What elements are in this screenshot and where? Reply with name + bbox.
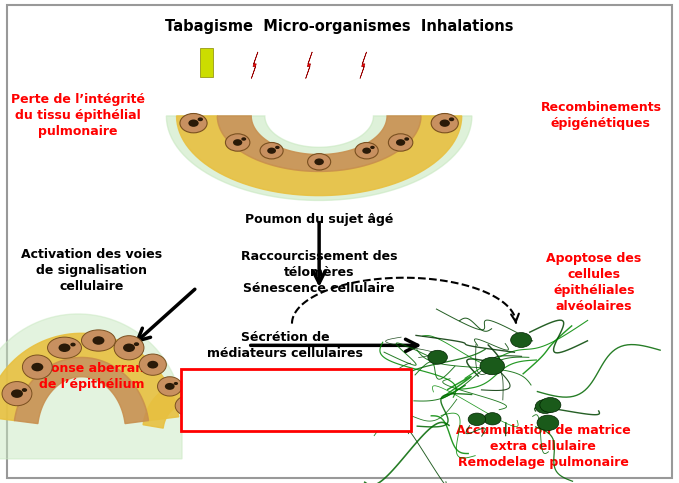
Circle shape <box>165 383 175 390</box>
Circle shape <box>174 382 178 385</box>
FancyBboxPatch shape <box>181 369 411 431</box>
Circle shape <box>92 336 105 345</box>
Ellipse shape <box>81 330 115 351</box>
Text: Sécrétion de
médiateurs cellulaires: Sécrétion de médiateurs cellulaires <box>207 331 363 360</box>
Circle shape <box>188 119 199 127</box>
Circle shape <box>308 154 331 170</box>
Circle shape <box>175 395 205 416</box>
Circle shape <box>511 333 532 347</box>
Circle shape <box>241 137 246 141</box>
Circle shape <box>268 148 276 154</box>
Text: Activation des voies
de signalisation
cellulaire: Activation des voies de signalisation ce… <box>21 248 162 293</box>
Circle shape <box>404 137 409 141</box>
Circle shape <box>355 142 378 159</box>
Circle shape <box>11 389 23 398</box>
Circle shape <box>123 343 135 352</box>
Ellipse shape <box>48 337 81 358</box>
Circle shape <box>134 342 139 346</box>
Circle shape <box>480 357 504 375</box>
Circle shape <box>540 398 561 412</box>
Circle shape <box>233 139 242 146</box>
Text: Réponse aberrante
de l’épithélium: Réponse aberrante de l’épithélium <box>24 362 159 391</box>
Circle shape <box>439 119 450 127</box>
Text: Perte de l’intégrité
du tissu épithélial
pulmonaire: Perte de l’intégrité du tissu épithélial… <box>11 93 145 139</box>
Circle shape <box>314 158 324 165</box>
Circle shape <box>396 139 405 146</box>
Circle shape <box>180 114 207 133</box>
Polygon shape <box>360 52 367 78</box>
Circle shape <box>388 134 413 151</box>
Polygon shape <box>306 52 312 78</box>
Circle shape <box>198 117 203 121</box>
Ellipse shape <box>158 377 182 396</box>
Ellipse shape <box>114 336 144 360</box>
FancyBboxPatch shape <box>200 48 213 77</box>
Ellipse shape <box>2 382 32 406</box>
Polygon shape <box>0 333 179 421</box>
Circle shape <box>147 361 158 369</box>
Circle shape <box>184 401 196 410</box>
Circle shape <box>535 399 555 413</box>
Ellipse shape <box>22 355 52 379</box>
Text: Raccourcissement des
télomères
Sénescence cellulaire: Raccourcissement des télomères Sénescenc… <box>241 250 397 296</box>
Circle shape <box>363 148 371 154</box>
Polygon shape <box>217 116 421 171</box>
Text: Poumon du sujet âgé: Poumon du sujet âgé <box>245 213 393 226</box>
Circle shape <box>428 350 447 364</box>
Circle shape <box>370 146 375 149</box>
Circle shape <box>468 413 485 426</box>
Ellipse shape <box>139 354 166 375</box>
Circle shape <box>484 412 501 425</box>
Polygon shape <box>143 384 223 428</box>
Text: Recombinements
épigénétiques: Recombinements épigénétiques <box>540 101 661 130</box>
Circle shape <box>537 415 559 431</box>
Text: Migration, prolifération,
activation des fibroblastes: Migration, prolifération, activation des… <box>202 384 389 413</box>
Text: Accumulation de matrice
extra cellulaire
Remodelage pulmonaire: Accumulation de matrice extra cellulaire… <box>456 424 631 469</box>
Circle shape <box>71 342 75 346</box>
Polygon shape <box>251 52 258 78</box>
Circle shape <box>31 363 43 371</box>
Circle shape <box>275 146 280 149</box>
Text: Tabagisme  Micro-organismes  Inhalations: Tabagisme Micro-organismes Inhalations <box>165 19 514 34</box>
Polygon shape <box>14 357 149 424</box>
Circle shape <box>431 114 458 133</box>
Circle shape <box>225 134 250 151</box>
Circle shape <box>58 343 71 352</box>
Circle shape <box>449 117 454 121</box>
Text: Apoptose des
cellules
épithéliales
alvéolaires: Apoptose des cellules épithéliales alvéo… <box>547 252 642 313</box>
Circle shape <box>260 142 283 159</box>
Polygon shape <box>166 116 472 200</box>
Circle shape <box>22 388 27 392</box>
FancyBboxPatch shape <box>7 5 672 478</box>
Polygon shape <box>177 116 462 196</box>
Polygon shape <box>0 314 182 459</box>
